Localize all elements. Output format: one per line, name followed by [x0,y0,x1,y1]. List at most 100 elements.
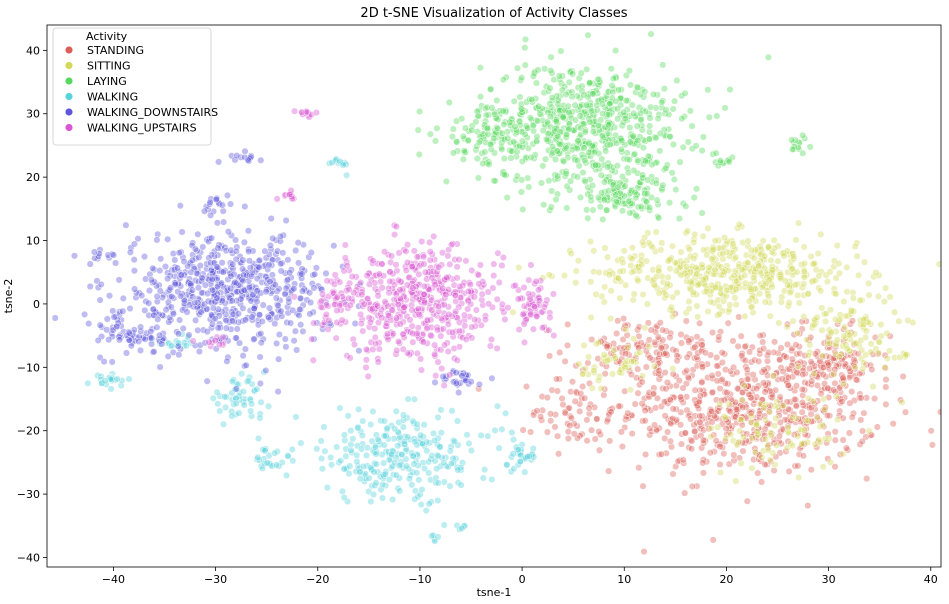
point-sitting [860,320,868,328]
point-walking-downstairs [282,343,290,351]
point-walking-upstairs [374,358,382,366]
point-standing [654,333,662,341]
point-sitting [645,342,653,350]
point-sitting [515,264,523,272]
point-standing [669,405,677,413]
point-walking-downstairs [330,242,338,250]
point-walking-downstairs [156,267,164,275]
point-walking-upstairs [333,307,341,315]
point-walking-downstairs [176,202,184,210]
point-standing [673,357,681,365]
point-sitting [704,224,712,232]
point-standing [715,333,723,341]
point-sitting [744,258,752,267]
point-standing [758,396,766,404]
point-standing [726,408,734,416]
point-sitting [818,421,827,429]
point-laying [518,176,526,184]
point-laying [652,179,660,187]
point-walking-downstairs [96,296,104,304]
point-sitting [664,257,672,265]
point-walking [347,427,355,435]
point-sitting [711,283,719,291]
point-sitting [732,301,740,309]
point-standing [804,502,812,510]
point-walking [372,450,380,458]
point-standing [755,410,763,418]
point-walking-upstairs [514,295,522,303]
point-walking-downstairs [452,379,460,387]
point-walking-downstairs [274,388,282,396]
point-laying [584,214,592,222]
point-walking-downstairs [209,304,218,312]
point-standing [641,407,649,415]
point-laying [626,209,634,217]
point-sitting [735,438,743,446]
point-sitting [607,315,615,323]
point-standing [565,404,573,412]
point-laying [630,109,638,117]
point-laying [625,67,633,75]
point-walking [168,342,176,350]
point-standing [646,425,654,433]
point-walking-downstairs [266,241,275,249]
point-standing [696,386,704,394]
point-walking-upstairs [481,316,489,324]
point-sitting [669,365,677,373]
point-walking-upstairs [393,346,401,354]
point-walking-upstairs [540,303,548,311]
point-walking-downstairs [455,389,463,397]
point-sitting [896,353,904,361]
point-standing [845,429,853,437]
point-standing [717,377,725,385]
point-walking-upstairs [219,333,227,341]
point-walking-upstairs [374,292,382,300]
point-standing [644,351,652,359]
point-standing [792,382,801,390]
point-walking-downstairs [224,228,232,236]
point-walking-upstairs [471,316,479,324]
point-standing [763,351,772,359]
point-walking-upstairs [511,281,519,289]
point-walking-downstairs [284,256,292,264]
point-laying [524,174,532,182]
point-walking-upstairs [338,316,346,324]
point-walking [495,444,503,452]
point-standing [607,408,615,416]
point-walking-downstairs [322,269,330,277]
point-standing [733,368,741,376]
point-sitting [935,260,941,268]
point-laying [679,143,687,151]
point-walking-upstairs [437,314,446,322]
point-walking-upstairs [400,303,408,311]
point-walking-upstairs [435,302,443,310]
point-walking-downstairs [208,234,216,242]
point-standing [764,364,772,372]
point-walking-downstairs [277,267,285,275]
point-laying [604,163,612,171]
point-walking-upstairs [448,328,457,336]
point-walking-downstairs [290,285,298,293]
point-standing [714,404,722,413]
point-standing [745,390,753,398]
point-standing [659,326,667,334]
point-laying [626,123,634,132]
x-tick-label: 30 [822,573,836,586]
point-laying [580,91,588,99]
point-standing [696,392,704,400]
point-walking [254,434,263,443]
point-walking-downstairs [148,334,156,342]
point-walking-downstairs [256,379,264,388]
point-standing [720,450,728,458]
point-walking-downstairs [168,293,176,301]
point-sitting [860,258,869,266]
point-sitting [572,279,580,287]
point-sitting [818,326,826,334]
point-sitting [628,358,636,366]
point-walking-upstairs [493,295,501,303]
point-sitting [683,227,692,235]
point-walking-upstairs [392,314,401,322]
point-sitting [601,283,609,291]
point-sitting [590,366,598,375]
